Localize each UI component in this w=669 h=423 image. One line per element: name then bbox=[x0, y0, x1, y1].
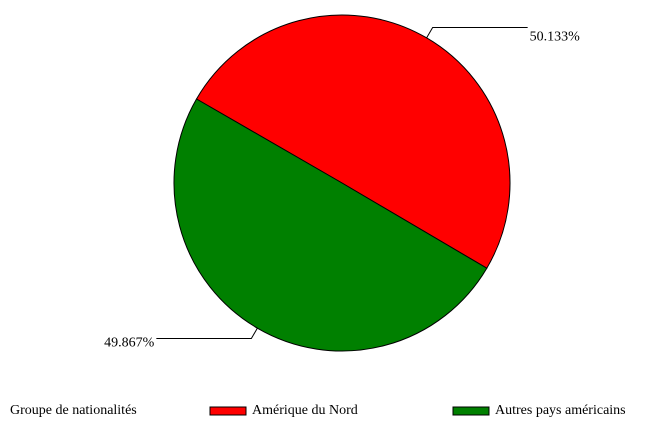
legend-swatch bbox=[209, 406, 247, 416]
legend-label: Amérique du Nord bbox=[252, 403, 358, 418]
legend-swatch bbox=[452, 406, 490, 416]
data-label: 50.133% bbox=[530, 30, 581, 45]
data-label: 49.867% bbox=[104, 336, 155, 351]
label-line bbox=[156, 327, 258, 340]
label-line bbox=[426, 26, 528, 39]
legend-label: Autres pays américains bbox=[495, 403, 626, 418]
pie-slice bbox=[173, 98, 488, 352]
legend-title: Groupe de nationalités bbox=[10, 403, 137, 418]
